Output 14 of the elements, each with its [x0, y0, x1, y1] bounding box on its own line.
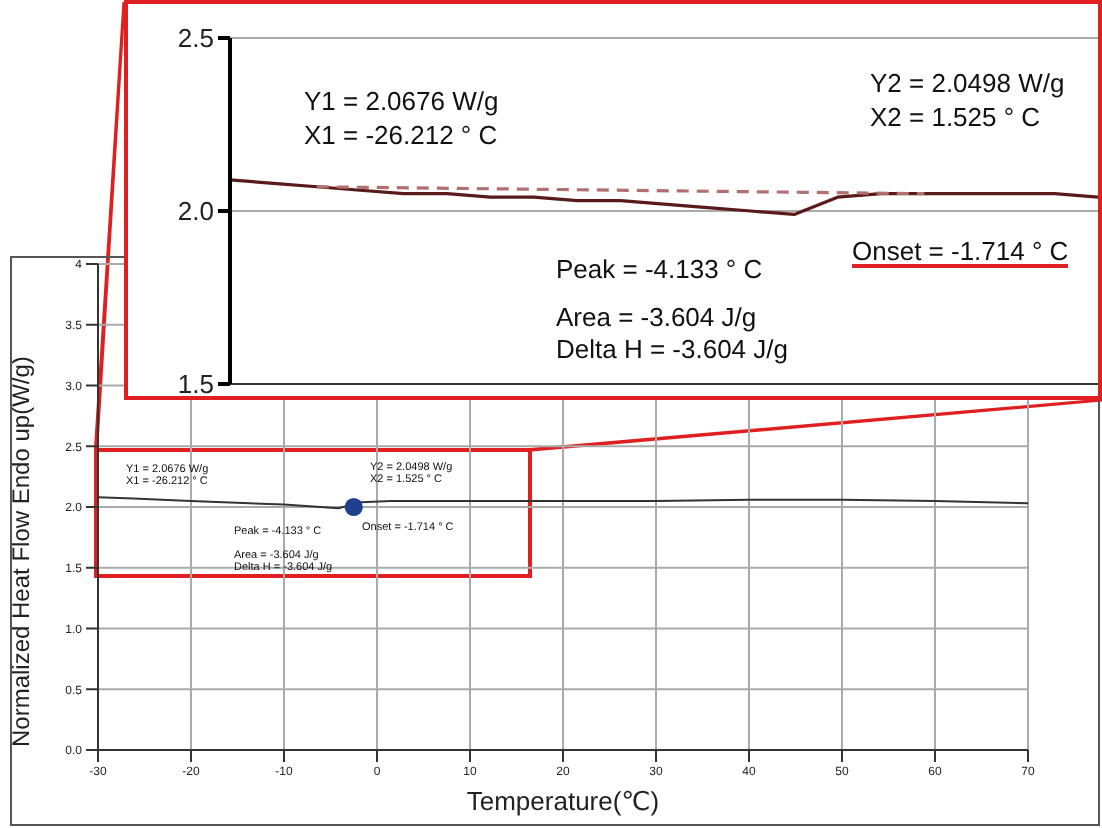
annotation: Peak = -4.133 ° C — [556, 254, 763, 284]
annotation: Delta H = -3.604 J/g — [556, 334, 788, 364]
annotation: X1 = -26.212 ° C — [304, 120, 498, 150]
y-tick-label: 2.5 — [177, 23, 214, 54]
line-series — [230, 178, 1098, 217]
annotation: Y1 = 2.0676 W/g — [304, 86, 499, 116]
x-axis-title: Temperature(℃) — [466, 786, 660, 816]
annotation: Y2 = 2.0498 W/g — [870, 68, 1065, 98]
annotation: Onset = -1.714 ° C — [852, 236, 1069, 268]
y-axis-title: Normalized Heat Flow Endo up(W/g) — [6, 356, 35, 747]
annotation: X2 = 1.525 ° C — [870, 102, 1041, 132]
y-tick-label: 1.5 — [177, 369, 214, 400]
y-tick-label: 2.0 — [177, 196, 214, 227]
annotation: Area = -3.604 J/g — [556, 302, 757, 332]
